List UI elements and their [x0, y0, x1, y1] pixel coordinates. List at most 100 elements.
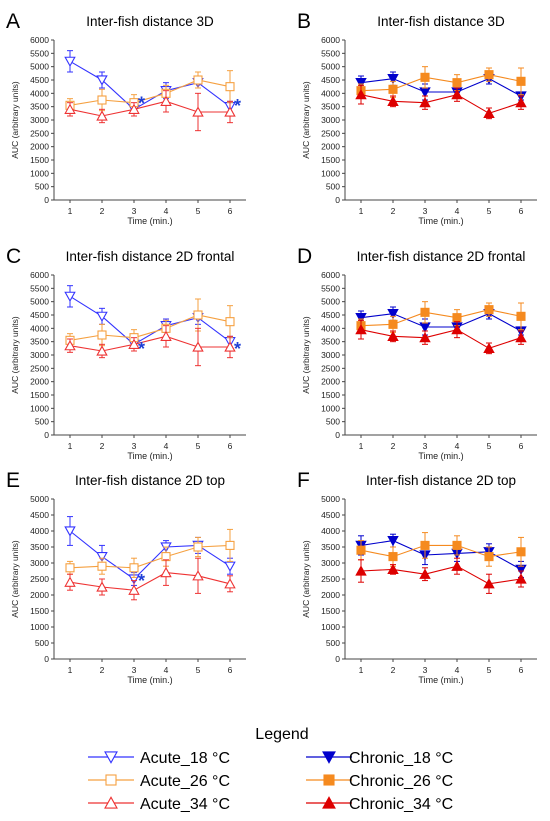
series-line [360, 74, 522, 92]
x-tick-label: 1 [359, 665, 364, 675]
y-tick-label: 1500 [30, 606, 49, 616]
y-tick-label: 3500 [321, 102, 340, 112]
y-tick-label: 4000 [321, 88, 340, 98]
data-point [64, 56, 76, 68]
y-tick-label: 0 [44, 195, 49, 205]
y-tick-label: 1500 [321, 155, 340, 165]
y-tick-label: 500 [35, 417, 49, 427]
y-tick-label: 2000 [321, 377, 340, 387]
legend-entry: Chronic_18 °C [306, 750, 453, 767]
y-tick-label: 1500 [321, 606, 340, 616]
x-axis-label: Time (min.) [127, 451, 172, 461]
data-point [224, 341, 236, 352]
x-tick-label: 2 [391, 441, 396, 451]
y-tick-label: 3000 [30, 350, 49, 360]
panel-b: B Inter-fish distance 3D 0 500 1000 1500 2000 2… [297, 10, 537, 226]
x-tick-label: 2 [100, 665, 105, 675]
x-tick-label: 4 [164, 206, 169, 216]
data-series [64, 516, 236, 586]
data-series [355, 533, 527, 578]
data-series [356, 66, 526, 98]
x-tick-label: 6 [519, 665, 524, 675]
y-tick-label: 5500 [30, 48, 49, 58]
legend-swatch-marker [104, 751, 118, 764]
y-tick-label: 0 [335, 654, 340, 664]
series-line [360, 540, 522, 570]
panel-letter: C [6, 245, 21, 268]
legend-label: Chronic_26 °C [349, 773, 453, 790]
data-point [193, 310, 203, 320]
legend: Legend Acute_18 °C Chronic_18 °C Acute_26 °… [88, 726, 453, 813]
y-tick-label: 4000 [321, 323, 340, 333]
y-tick-label: 2500 [321, 363, 340, 373]
y-tick-label: 2000 [30, 377, 49, 387]
panel-letter: F [297, 469, 310, 492]
series-line [69, 100, 230, 117]
data-point [64, 526, 76, 537]
significance-asterisk: * [138, 339, 145, 359]
chart-title: Inter-fish distance 3D [86, 14, 214, 29]
x-tick-label: 2 [391, 665, 396, 675]
x-tick-label: 6 [228, 206, 233, 216]
chart-title: Inter-fish distance 2D frontal [66, 249, 235, 264]
data-point [96, 581, 108, 592]
series-line [360, 329, 522, 349]
y-tick-label: 1000 [30, 168, 49, 178]
legend-title: Legend [255, 726, 308, 743]
x-tick-label: 5 [487, 441, 492, 451]
panel-a: A Inter-fish distance 3D 0 500 1000 1500 2000 2… [6, 10, 246, 226]
legend-entry: Acute_34 °C [88, 796, 230, 813]
data-point [388, 552, 398, 562]
series-line [69, 530, 231, 580]
data-point [225, 82, 235, 92]
legend-label: Chronic_18 °C [349, 750, 453, 767]
data-point [452, 313, 462, 323]
x-tick-label: 3 [132, 206, 137, 216]
y-tick-label: 4000 [30, 526, 49, 536]
y-tick-label: 2500 [30, 574, 49, 584]
y-tick-label: 5000 [321, 297, 340, 307]
y-tick-label: 4000 [321, 526, 340, 536]
data-point [516, 76, 526, 86]
data-point [128, 103, 140, 114]
y-tick-label: 1000 [321, 622, 340, 632]
x-tick-label: 1 [68, 206, 73, 216]
y-tick-label: 1000 [30, 622, 49, 632]
data-point [516, 311, 526, 321]
y-tick-label: 500 [35, 182, 49, 192]
data-point [451, 88, 463, 100]
legend-label: Acute_26 °C [140, 773, 230, 790]
data-series [355, 306, 527, 337]
y-tick-label: 3000 [321, 558, 340, 568]
y-tick-label: 5500 [321, 283, 340, 293]
y-axis-label: AUC (arbitrary units) [301, 540, 311, 618]
y-tick-label: 3500 [321, 337, 340, 347]
y-tick-label: 5000 [321, 62, 340, 72]
y-tick-label: 4500 [30, 510, 49, 520]
y-tick-label: 0 [335, 195, 340, 205]
data-point [224, 106, 236, 117]
y-tick-label: 5500 [321, 48, 340, 58]
x-tick-label: 5 [196, 665, 201, 675]
data-point [225, 317, 235, 327]
y-axis-label: AUC (arbitrary units) [10, 81, 20, 159]
data-point [128, 338, 140, 349]
series-line [360, 78, 522, 97]
data-point [484, 70, 494, 80]
legend-swatch-marker [323, 774, 335, 786]
x-axis-label: Time (min.) [418, 216, 463, 226]
data-point [420, 307, 430, 317]
data-point [129, 563, 139, 573]
series-line [360, 309, 522, 327]
x-axis-label: Time (min.) [127, 216, 172, 226]
y-tick-label: 3000 [30, 115, 49, 125]
data-point [64, 291, 76, 303]
x-tick-label: 4 [455, 665, 460, 675]
data-point [160, 566, 172, 578]
data-point [96, 110, 108, 121]
data-point [388, 319, 398, 329]
legend-label: Acute_18 °C [140, 750, 230, 767]
x-tick-label: 2 [391, 206, 396, 216]
x-tick-label: 5 [196, 441, 201, 451]
data-point [419, 331, 431, 343]
